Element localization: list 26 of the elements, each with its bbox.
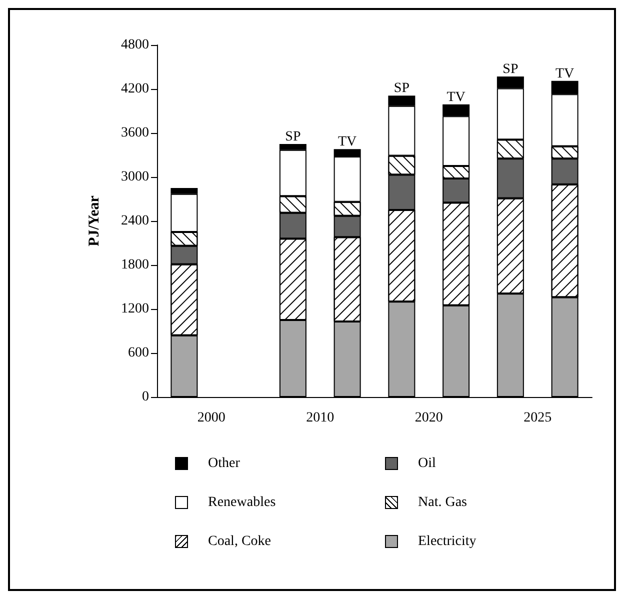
y-axis-title: PJ/Year xyxy=(86,195,102,246)
y-tick-label: 1800 xyxy=(121,258,149,272)
y-tick-label: 3000 xyxy=(121,170,149,184)
text: 2010 xyxy=(306,410,334,426)
legend-label: Oil xyxy=(418,456,436,472)
x-tick-label: TV xyxy=(338,134,357,150)
y-tick-label: 0 xyxy=(142,390,149,404)
text: 2025 xyxy=(524,410,552,426)
x-tick-label: SP xyxy=(394,81,410,96)
x-tick-label: SP xyxy=(285,130,301,144)
x-tick-label: TV xyxy=(555,66,574,82)
y-tick-label: 2400 xyxy=(121,214,149,228)
x-tick-label: TV xyxy=(446,90,466,105)
text: 2000 xyxy=(197,410,226,426)
legend-label: Other xyxy=(208,456,240,472)
y-tick-label: 600 xyxy=(128,346,149,360)
y-tick-label: 4800 xyxy=(121,38,149,52)
y-tick-label: 4200 xyxy=(121,82,149,96)
y-tick-label: 1200 xyxy=(121,302,149,316)
text: 2020 xyxy=(414,410,443,426)
legend-label: Nat. Gas xyxy=(418,494,467,510)
y-tick-label: 3600 xyxy=(121,126,149,140)
legend-label: Coal, Coke xyxy=(208,534,271,550)
legend-label: Electricity xyxy=(418,534,476,550)
x-tick-label: SP xyxy=(502,62,518,78)
legend-label: Renewables xyxy=(208,494,276,510)
